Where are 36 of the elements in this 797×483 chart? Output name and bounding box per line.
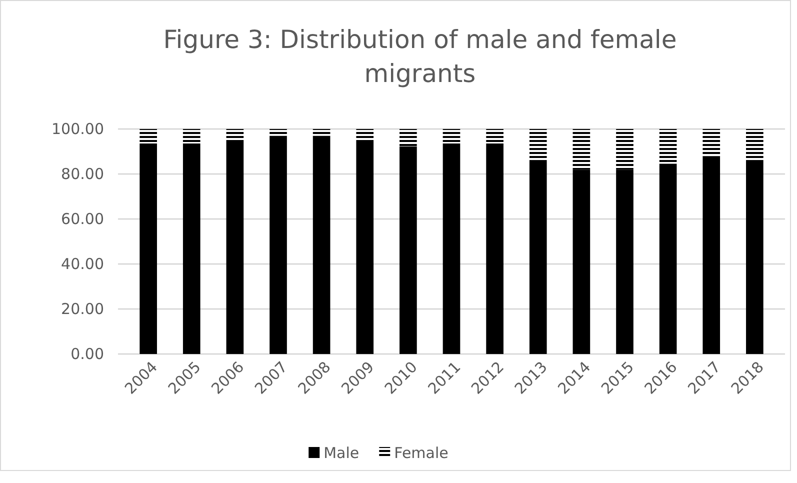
bar (356, 140, 374, 354)
bar (140, 143, 157, 354)
y-tick-label: 20.00 (61, 300, 104, 318)
bar (486, 143, 504, 354)
y-tick-label: 80.00 (61, 164, 104, 183)
bar (226, 140, 244, 354)
bar (270, 136, 287, 354)
bar (486, 129, 504, 144)
y-tick-label: 40.00 (61, 254, 104, 273)
bar (140, 129, 157, 144)
bar (270, 129, 287, 136)
bar (746, 129, 764, 161)
bar (616, 129, 634, 170)
y-tick-label: 0.00 (70, 344, 104, 363)
bar (702, 156, 720, 354)
y-tick-label: 100.00 (52, 120, 104, 138)
bar (572, 129, 590, 170)
bar (659, 164, 677, 354)
bar (572, 170, 590, 354)
bar (442, 143, 460, 354)
bar (312, 129, 330, 136)
bar (312, 136, 330, 354)
legend-label: Female (394, 444, 448, 462)
bar (400, 146, 417, 354)
bar (529, 160, 547, 354)
bar (182, 129, 200, 144)
bar (746, 160, 764, 354)
bar (442, 129, 460, 144)
chart-title: Figure 3: Distribution of male and female migrants (163, 25, 677, 88)
bar (529, 129, 547, 161)
bar (659, 129, 677, 164)
bar (616, 170, 634, 354)
y-tick-label: 60.00 (61, 210, 104, 228)
legend-label: Male (324, 444, 360, 462)
bar (182, 143, 200, 354)
bar (400, 129, 417, 146)
